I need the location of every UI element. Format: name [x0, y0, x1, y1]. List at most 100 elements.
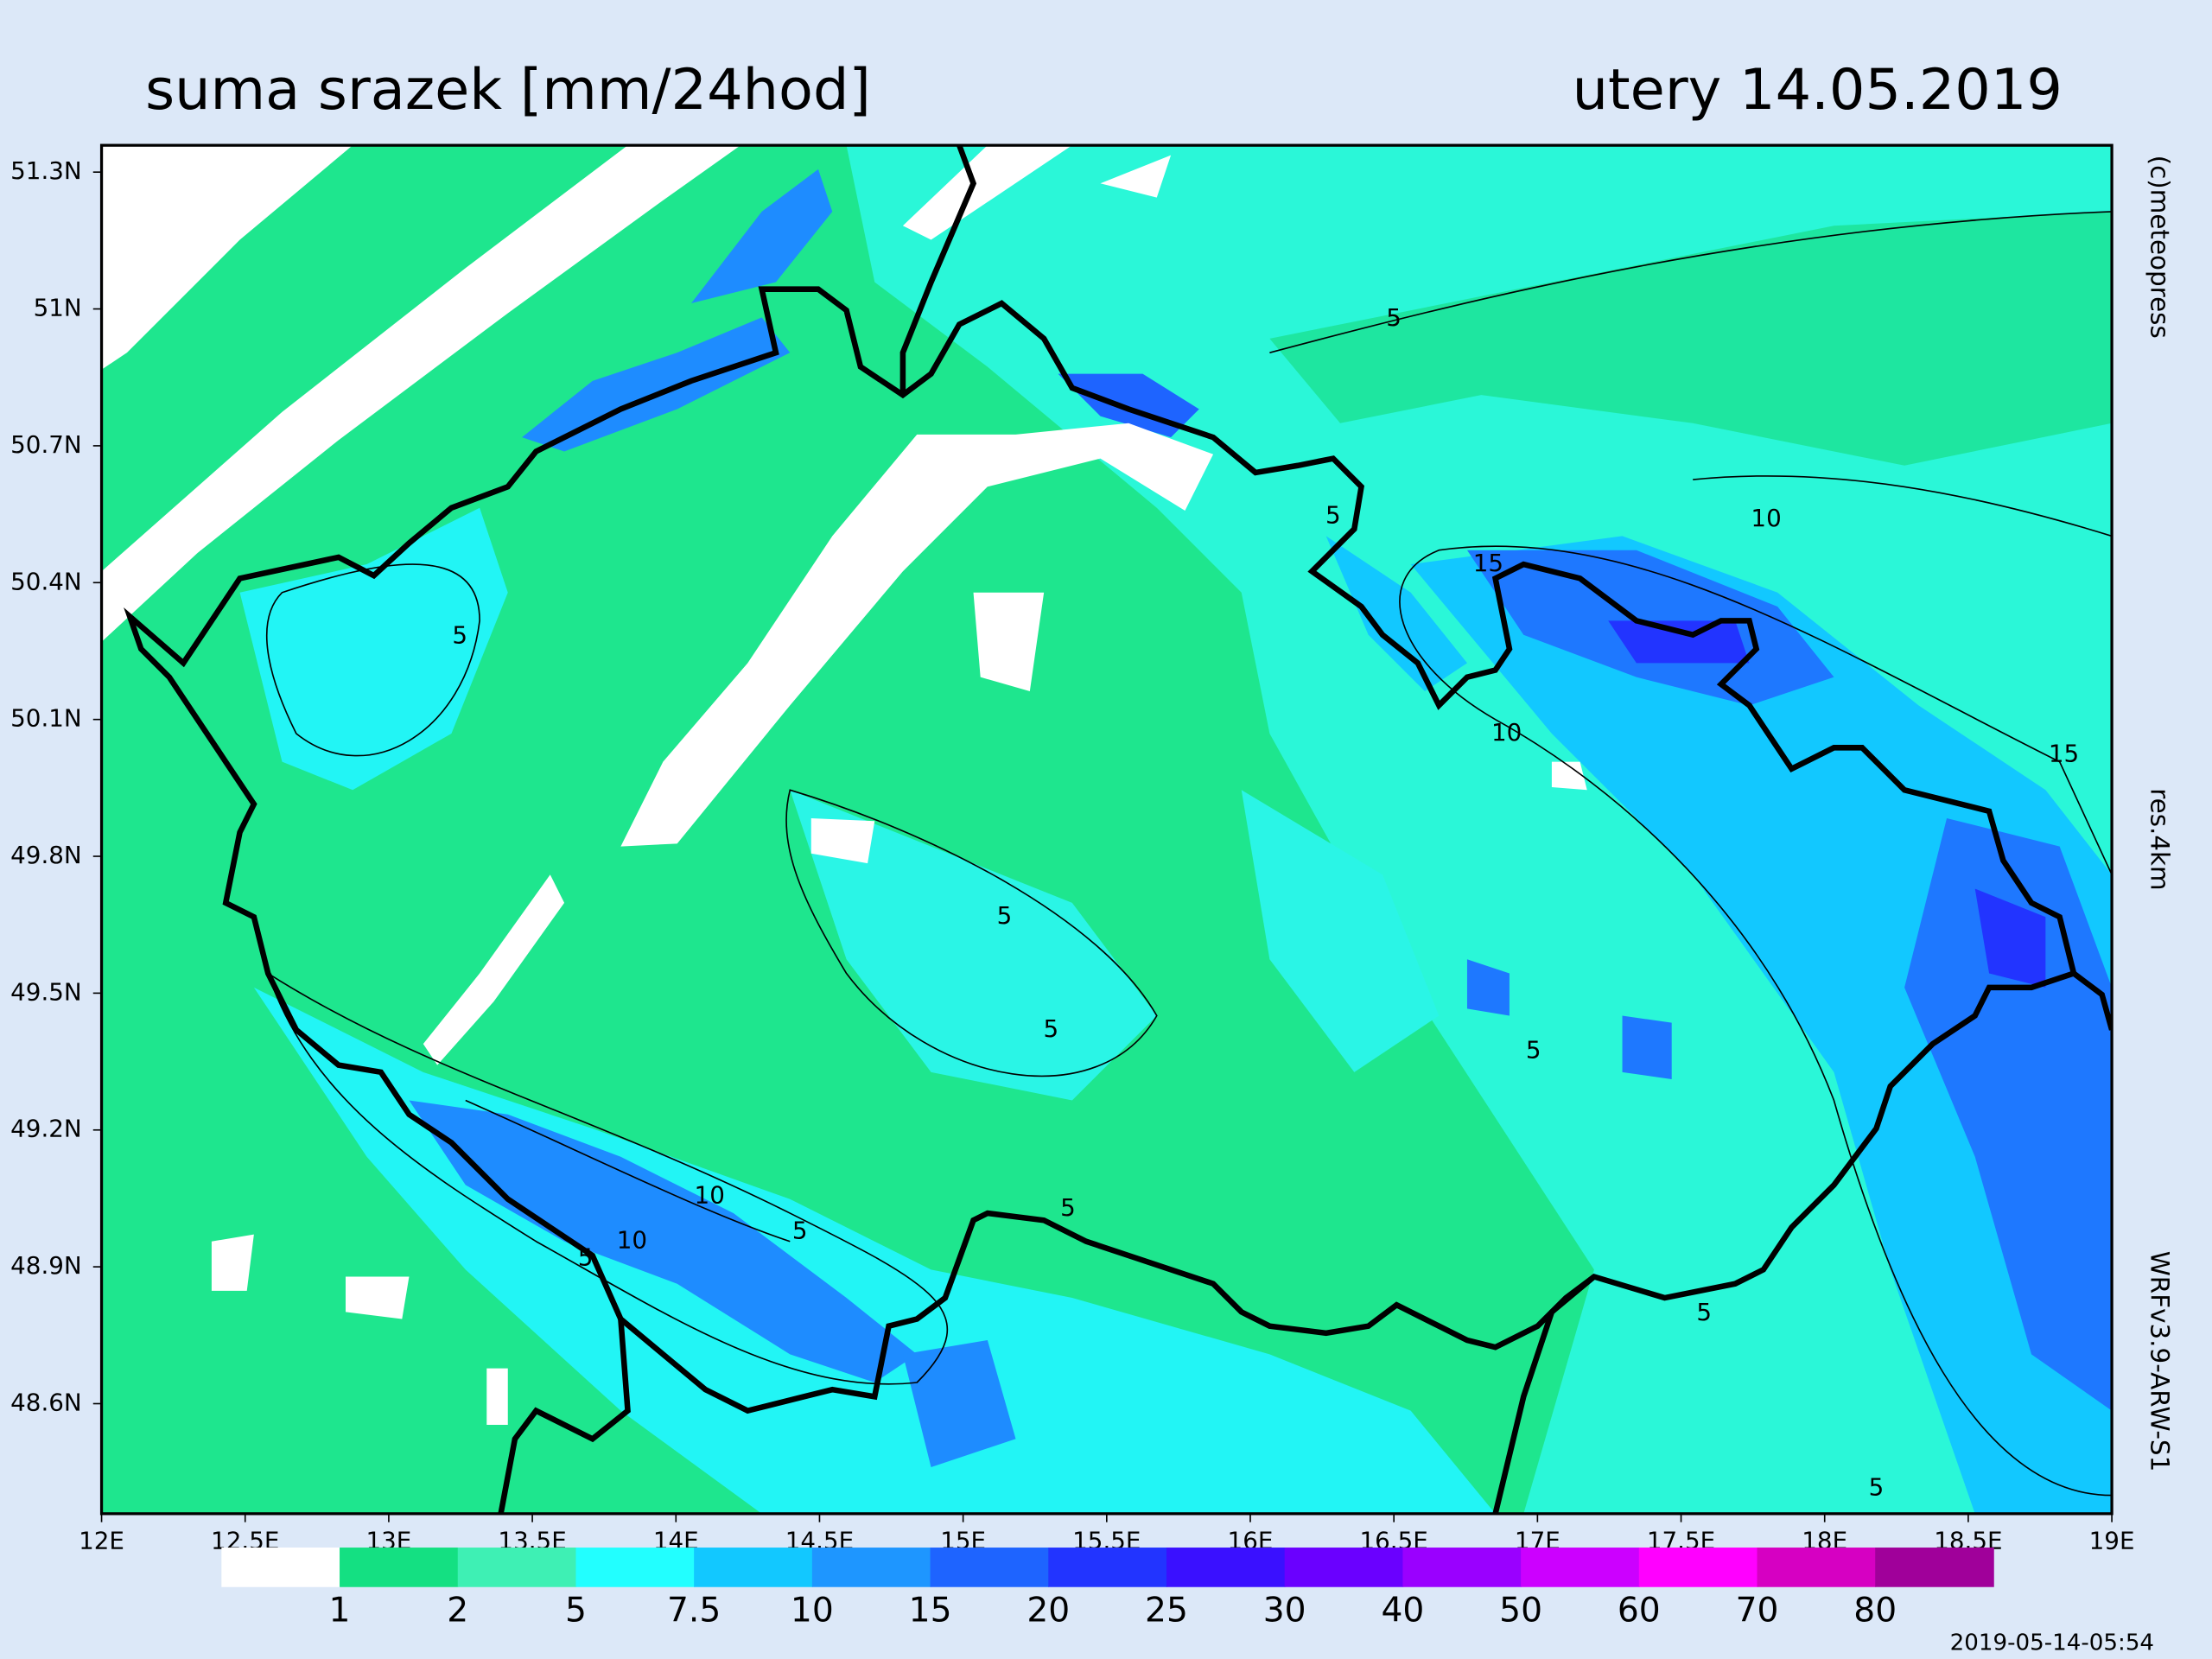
legend-swatch	[1521, 1548, 1640, 1587]
legend-label: 30	[1263, 1592, 1306, 1630]
lat-label: 51N	[34, 294, 82, 322]
legend-swatch	[1048, 1548, 1167, 1587]
contour-line	[1269, 211, 2113, 353]
field-light-blue	[1325, 536, 1467, 691]
resolution: res.4km	[2145, 788, 2174, 890]
contour-labels: 5 5 5 5 5 5 5 5 5 5 5 10 10 10 10 15 15	[452, 303, 2079, 1501]
legend-label: 7.5	[667, 1592, 721, 1630]
field-blue	[1466, 959, 1672, 1079]
field-dark-blue	[1974, 888, 2046, 988]
contour-label: 5	[1869, 1472, 1885, 1501]
contour-line	[1399, 545, 2113, 1497]
legend-swatch	[1875, 1548, 1994, 1587]
contour-label: 5	[1386, 303, 1402, 332]
title: suma srazek [mm/24hod]	[145, 57, 871, 123]
field-white	[620, 423, 1214, 847]
contour-line	[266, 971, 949, 1385]
contour-label: 10	[1491, 718, 1522, 747]
contour-label: 5	[792, 1216, 808, 1244]
legend-swatch	[221, 1548, 340, 1587]
legend-label: 15	[909, 1592, 952, 1630]
contour-label: 10	[695, 1180, 725, 1209]
contour-label: 15	[2049, 739, 2079, 767]
contour-line	[265, 563, 480, 757]
contour-label: 5	[578, 1243, 594, 1271]
field-blue	[902, 1340, 1016, 1467]
legend-swatch	[1402, 1548, 1522, 1587]
legend-label: 60	[1618, 1592, 1661, 1630]
legend-swatch	[694, 1548, 813, 1587]
legend-label: 1	[329, 1592, 351, 1630]
model-name: WRFv3.9-ARW-S1	[2145, 1251, 2174, 1472]
field-cyan	[790, 790, 1157, 1101]
legend-swatch	[340, 1548, 459, 1587]
lat-label: 50.4N	[10, 567, 82, 595]
contours	[265, 211, 2113, 1497]
field-blue	[409, 1100, 918, 1382]
field-white	[810, 592, 1045, 864]
contour-label: 5	[1043, 1014, 1058, 1043]
legend-swatch	[457, 1548, 577, 1587]
contour-label: 5	[1060, 1193, 1076, 1222]
contour-label: 5	[1526, 1035, 1541, 1064]
date: utery 14.05.2019	[1573, 57, 2063, 123]
lat-label: 51.3N	[10, 156, 82, 185]
border	[1492, 1274, 1596, 1514]
legend-label: 80	[1853, 1592, 1897, 1630]
lat-label: 49.8N	[10, 841, 82, 869]
legend-label: 10	[791, 1592, 834, 1630]
legend-swatch	[1166, 1548, 1286, 1587]
field-cyan	[1241, 790, 1440, 1072]
border	[899, 145, 977, 396]
lat-label: 49.5N	[10, 977, 82, 1006]
contour-line	[1693, 475, 2113, 537]
legend-label: 2	[447, 1592, 468, 1630]
contour-line	[785, 789, 1158, 1077]
legend-label: 25	[1145, 1592, 1188, 1630]
field-white	[1551, 761, 1587, 791]
legend-swatch	[1638, 1548, 1758, 1587]
legend-label: 70	[1736, 1592, 1779, 1630]
field-dark-blue	[1608, 620, 1750, 664]
field-white	[211, 1234, 508, 1425]
field-light-blue	[1410, 536, 2113, 1514]
contour-label: 15	[1473, 549, 1503, 577]
field-white	[423, 874, 565, 1065]
contour-label: 10	[617, 1226, 647, 1255]
legend-label: 50	[1499, 1592, 1542, 1630]
field-white	[101, 145, 353, 370]
legend-swatch	[1284, 1548, 1404, 1587]
timestamp: 2019-05-14-05:54	[1950, 1630, 2154, 1656]
border	[498, 1319, 631, 1514]
field-blue	[1904, 817, 2113, 1411]
lon-label: 19E	[2089, 1526, 2135, 1554]
contour-label: 5	[1696, 1298, 1712, 1326]
field-blue	[522, 317, 791, 452]
contour-label: 5	[452, 620, 467, 649]
lat-label: 50.7N	[10, 430, 82, 459]
contour-label: 10	[1751, 504, 1781, 532]
contour-line	[465, 1099, 791, 1243]
border-cz	[124, 286, 2077, 1414]
field-blue	[691, 168, 833, 304]
legend-swatch	[930, 1548, 1050, 1587]
border	[2072, 970, 2113, 1031]
legend-swatch	[1757, 1548, 1877, 1587]
legend-swatch	[575, 1548, 695, 1587]
legend-label: 40	[1381, 1592, 1424, 1630]
field-cyan	[239, 507, 508, 791]
lat-label: 49.2N	[10, 1115, 82, 1143]
map-field: 5 5 5 5 5 5 5 5 5 5 5 10 10 10 10 15 15	[101, 145, 2113, 1514]
lat-label: 48.9N	[10, 1251, 82, 1280]
lat-label: 48.6N	[10, 1388, 82, 1416]
copyright: (c)meteopress	[2145, 156, 2174, 339]
lat-label: 50.1N	[10, 704, 82, 733]
field-cyan	[253, 987, 1496, 1514]
legend-label: 20	[1027, 1592, 1070, 1630]
field-band	[1269, 211, 2113, 466]
contour-label: 5	[997, 901, 1013, 930]
lon-label: 12E	[79, 1526, 124, 1554]
contour-label: 5	[1325, 501, 1341, 530]
